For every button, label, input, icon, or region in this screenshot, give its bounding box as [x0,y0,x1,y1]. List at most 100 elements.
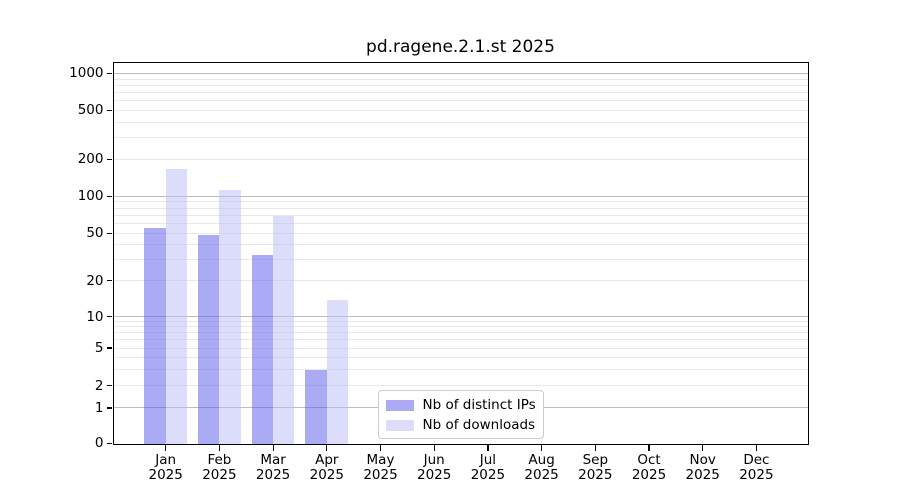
gridline-minor-500 [113,109,808,111]
gridline-minor-600 [113,100,808,102]
y-tick-label-20: 20 [86,272,104,289]
bar-nb-of-downloads-jan [165,168,188,444]
x-tick-label-dec: Dec 2025 [724,453,788,483]
gridline-minor-6 [113,339,808,341]
y-tick-1000 [107,72,113,75]
gridline-minor-3 [113,368,808,370]
gridline-major-10 [113,316,808,318]
bar-nb-of-distinct-ips-jan [144,227,166,444]
x-label-year: 2025 [739,467,774,483]
x-label-month: Aug [528,452,555,468]
x-tick-feb [218,445,221,451]
gridline-major-100 [113,195,808,197]
x-tick-may [379,445,382,451]
x-tick-sep [594,445,596,451]
x-tick-label-nov: Nov 2025 [671,453,735,483]
y-tick-label-1000: 1000 [69,65,104,82]
gridline-minor-700 [113,91,808,93]
x-label-year: 2025 [470,467,506,483]
gridline-minor-200 [113,158,808,160]
y-tick-label-100: 100 [77,188,104,205]
x-tick-mar [272,445,274,451]
legend-entry-nb-of-distinct-ips: Nb of distinct IPs [385,396,537,416]
x-label-year: 2025 [631,467,667,483]
x-label-year: 2025 [417,467,452,483]
gridline-minor-400 [113,121,808,123]
x-tick-label-may: May 2025 [349,453,413,483]
x-label-year: 2025 [363,467,398,483]
bar-nb-of-downloads-feb [219,190,241,444]
gridline-minor-8 [113,326,808,328]
x-label-month: Dec [743,452,770,468]
x-tick-label-mar: Mar 2025 [241,453,305,483]
y-tick-label-1: 1 [94,399,104,416]
plot-area: 0 1 2 5 10 20 50 100 200 500 1000 Jan 2025 Feb 2025 Mar… [69,61,809,483]
x-label-month: Feb [207,452,232,468]
x-tick-nov [702,445,704,451]
x-label-month: Apr [315,452,339,468]
y-tick-5 [107,347,113,349]
legend-label: Nb of distinct IPs [422,397,536,414]
y-tick-label-500: 500 [77,102,104,119]
x-label-year: 2025 [685,467,720,483]
gridline-minor-80 [113,207,808,209]
y-tick-50 [107,232,113,234]
bar-nb-of-distinct-ips-apr [305,369,327,444]
gridline-minor-30 [113,259,808,261]
x-tick-label-jul: Jul 2025 [456,453,520,483]
x-label-year: 2025 [202,467,237,483]
x-label-month: Jul [479,452,497,468]
x-tick-label-feb: Feb 2025 [187,453,251,483]
bar-nb-of-distinct-ips-feb [198,234,220,444]
x-tick-dec [755,445,758,451]
y-tick-10 [107,316,113,318]
gridline-minor-70 [113,214,808,216]
bar-nb-of-downloads-mar [273,215,295,444]
gridline-minor-5 [113,347,808,349]
x-label-month: Jan [155,452,177,468]
x-label-year: 2025 [148,467,183,483]
gridline-minor-90 [113,201,808,203]
y-tick-20 [107,280,113,282]
x-tick-label-sep: Sep 2025 [563,453,627,483]
y-tick-200 [107,158,113,161]
legend-swatch-nb-of-distinct-ips [385,400,414,412]
gridline-minor-800 [113,84,808,86]
x-tick-label-oct: Oct 2025 [617,453,681,483]
y-tick-label-2: 2 [94,377,104,394]
gridline-minor-2 [113,385,808,387]
y-tick-500 [107,109,113,112]
gridline-minor-300 [113,137,808,139]
x-tick-aug [541,445,543,451]
x-label-year: 2025 [524,467,559,483]
y-tick-label-50: 50 [86,225,104,242]
gridline-minor-7 [113,332,808,334]
x-label-month: Nov [689,452,716,468]
gridline-major-1000 [113,72,808,74]
x-label-month: Jun [423,452,445,468]
y-tick-label-5: 5 [94,340,104,357]
gridline-minor-50 [113,232,808,234]
y-tick-label-200: 200 [77,151,104,168]
bar-nb-of-downloads-apr [326,299,349,444]
gridline-minor-60 [113,223,808,224]
x-tick-label-apr: Apr 2025 [295,453,359,483]
chart-title: pd.ragene.2.1.st 2025 [366,37,555,57]
bar-nb-of-distinct-ips-mar [251,255,274,444]
y-tick-1 [107,407,113,409]
x-tick-jan [165,445,167,451]
legend-swatch-nb-of-downloads [385,419,414,431]
y-tick-label-0: 0 [94,435,104,452]
x-label-year: 2025 [578,467,613,483]
y-tick-0 [107,442,113,445]
x-label-month: May [366,452,395,468]
y-tick-100 [107,195,113,197]
legend-entry-nb-of-downloads: Nb of downloads [385,416,537,436]
legend-label: Nb of downloads [422,416,536,433]
legend: Nb of distinct IPs Nb of downloads [377,390,544,439]
x-tick-oct [648,445,650,451]
x-tick-apr [326,445,328,451]
x-tick-jun [433,445,435,451]
x-label-month: Sep [582,452,609,468]
